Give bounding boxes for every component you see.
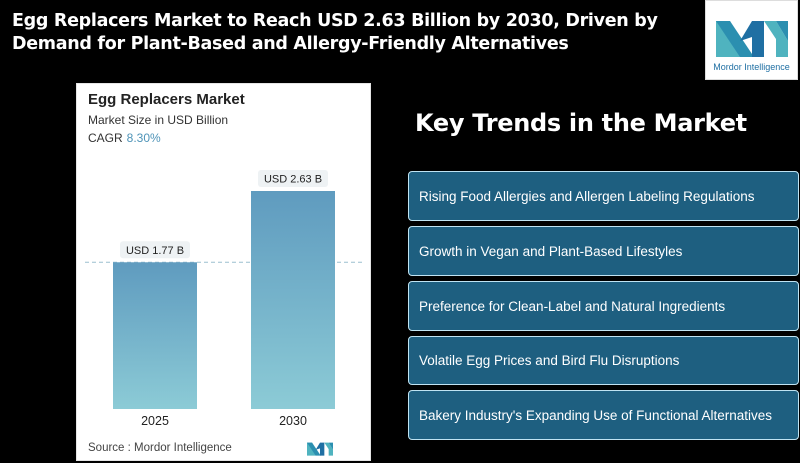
mordor-intelligence-logo-icon <box>716 21 788 57</box>
trend-item: Preference for Clean-Label and Natural I… <box>408 281 799 331</box>
mordor-intelligence-logo: Mordor Intelligence <box>705 0 798 80</box>
cagr-label: CAGR <box>88 131 123 145</box>
bar <box>251 191 335 409</box>
chart-source: Source : Mordor Intelligence <box>88 442 232 454</box>
cagr-line: CAGR 8.30% <box>88 131 161 145</box>
chart-title: Egg Replacers Market <box>88 91 245 108</box>
data-label-bg <box>120 241 190 259</box>
data-label: USD 1.77 B <box>126 245 184 257</box>
chart-subtitle: Market Size in USD Billion <box>88 113 229 127</box>
data-label-bg <box>258 170 328 187</box>
trend-item: Rising Food Allergies and Allergen Label… <box>408 171 799 221</box>
trend-item: Volatile Egg Prices and Bird Flu Disrupt… <box>408 336 799 385</box>
x-tick-label: 2025 <box>141 414 169 428</box>
data-label: USD 2.63 B <box>264 174 322 186</box>
headline: Egg Replacers Market to Reach USD 2.63 B… <box>12 11 658 54</box>
trend-item: Bakery Industry's Expanding Use of Funct… <box>408 390 799 440</box>
key-trends-title: Key Trends in the Market <box>415 109 747 137</box>
logo-text: Mordor Intelligence <box>713 62 790 72</box>
bar <box>113 262 197 409</box>
bar-plot: USD 1.77 B 2025 USD 2.63 B 2030 <box>85 170 364 428</box>
x-tick-label: 2030 <box>279 414 307 428</box>
chart-card: Egg Replacers Market Market Size in USD … <box>76 83 371 461</box>
source-logo-icon <box>307 442 333 456</box>
trend-item: Growth in Vegan and Plant-Based Lifestyl… <box>408 226 799 276</box>
cagr-value: 8.30% <box>126 131 161 145</box>
